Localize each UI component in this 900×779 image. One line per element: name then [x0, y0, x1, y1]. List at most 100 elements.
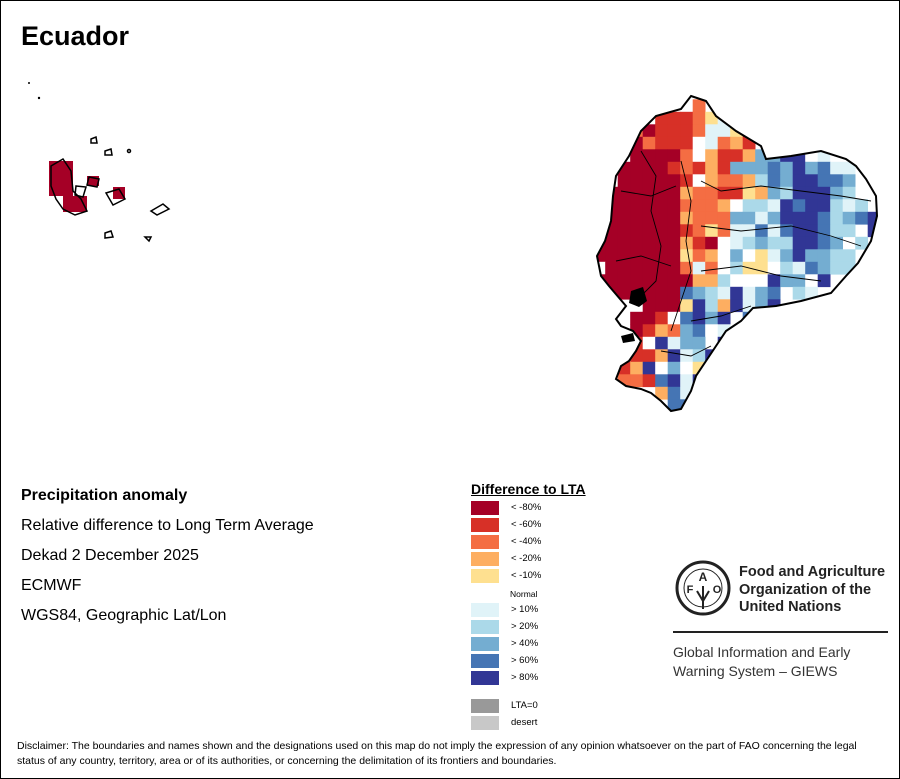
grid-cell	[605, 236, 618, 250]
grid-cell	[767, 224, 781, 238]
grid-cell	[767, 261, 781, 275]
grid-cell	[855, 211, 868, 225]
grid-cell	[767, 186, 781, 200]
disclaimer: Disclaimer: The boundaries and names sho…	[17, 740, 857, 767]
legend-swatch	[471, 671, 499, 685]
grid-cell	[742, 161, 756, 175]
legend-swatch	[471, 518, 499, 532]
grid-cell	[855, 236, 868, 250]
grid-cell	[705, 324, 718, 338]
grid-cell	[755, 299, 768, 313]
legend-label: LTA=0	[511, 700, 538, 711]
legend-swatch	[471, 552, 499, 566]
grid-cell	[667, 386, 681, 400]
grid-cell	[705, 136, 718, 150]
grid-cell	[642, 311, 656, 325]
grid-cell	[642, 149, 656, 163]
grid-cell	[692, 286, 706, 300]
grid-cell	[767, 286, 781, 300]
grid-cell	[617, 236, 631, 250]
grid-cell	[780, 199, 793, 213]
grid-cell	[792, 274, 806, 288]
grid-cell	[692, 161, 706, 175]
fao-name-line: Food and Agriculture	[739, 564, 886, 580]
grid-cell	[717, 274, 731, 288]
grid-cell	[692, 186, 706, 200]
grid-cell	[730, 261, 743, 275]
grid-cell	[742, 236, 756, 250]
grid-cell	[642, 261, 656, 275]
grid-cell	[780, 236, 793, 250]
grid-cell	[792, 211, 806, 225]
fao-name: Food and Agriculture Organization of the…	[739, 564, 885, 617]
grid-cell	[742, 299, 756, 313]
grid-cell	[655, 286, 668, 300]
grid-cell	[617, 186, 631, 200]
grid-cell	[692, 386, 706, 400]
grid-cell	[817, 274, 831, 288]
grid-cell	[730, 249, 743, 263]
grid-cell	[742, 286, 756, 300]
grid-cell	[780, 174, 793, 188]
grid-cell	[767, 274, 781, 288]
grid-cell	[792, 249, 806, 263]
grid-cell	[667, 174, 681, 188]
grid-cell	[692, 211, 706, 225]
info-heading: Precipitation anomaly	[21, 487, 188, 504]
grid-cell	[680, 261, 693, 275]
grid-cell	[730, 149, 743, 163]
grid-cell	[692, 236, 706, 250]
fao-name-line: United Nations	[739, 599, 842, 615]
grid-cell	[792, 236, 806, 250]
grid-cell	[667, 261, 681, 275]
grid-cell	[667, 286, 681, 300]
grid-cell	[767, 199, 781, 213]
legend-label: < -80%	[511, 502, 542, 513]
grid-cell	[730, 174, 743, 188]
grid-cell	[817, 236, 831, 250]
grid-cell	[605, 249, 618, 263]
grid-cell	[655, 136, 668, 150]
grid-cell	[717, 161, 731, 175]
grid-cell	[692, 299, 706, 313]
grid-cell	[767, 149, 781, 163]
grid-cell	[655, 149, 668, 163]
grid-cell	[830, 236, 843, 250]
legend-label: < -10%	[511, 570, 542, 581]
legend-swatch	[471, 535, 499, 549]
grid-cell	[730, 299, 743, 313]
grid-cell	[767, 161, 781, 175]
legend-label: desert	[511, 717, 538, 728]
grid-cell	[667, 249, 681, 263]
grid-cell	[830, 211, 843, 225]
grid-cell	[680, 274, 693, 288]
grid-cell	[667, 136, 681, 150]
grid-cell	[667, 211, 681, 225]
grid-cell	[792, 261, 806, 275]
grid-cell	[630, 311, 643, 325]
grid-cell	[705, 249, 718, 263]
grid-cell	[642, 236, 656, 250]
grid-cell	[792, 161, 806, 175]
grid-cell	[692, 261, 706, 275]
grid-cell	[680, 124, 693, 138]
grid-cell	[680, 211, 693, 225]
giews-line: Global Information and Early	[673, 644, 851, 660]
grid-cell	[655, 174, 668, 188]
grid-cell	[842, 224, 856, 238]
grid-cell	[830, 199, 843, 213]
grid-cell	[655, 199, 668, 213]
legend-swatch	[471, 620, 499, 634]
legend-swatch	[471, 637, 499, 651]
grid-cell	[755, 261, 768, 275]
grid-cell	[642, 161, 656, 175]
grid-cell	[617, 211, 631, 225]
legend-label: Normal	[510, 589, 538, 599]
grid-cell	[717, 336, 731, 350]
grid-cell	[642, 274, 656, 288]
grid-cell	[680, 249, 693, 263]
grid-cell	[617, 261, 631, 275]
grid-cell	[730, 161, 743, 175]
grid-cell	[755, 149, 768, 163]
